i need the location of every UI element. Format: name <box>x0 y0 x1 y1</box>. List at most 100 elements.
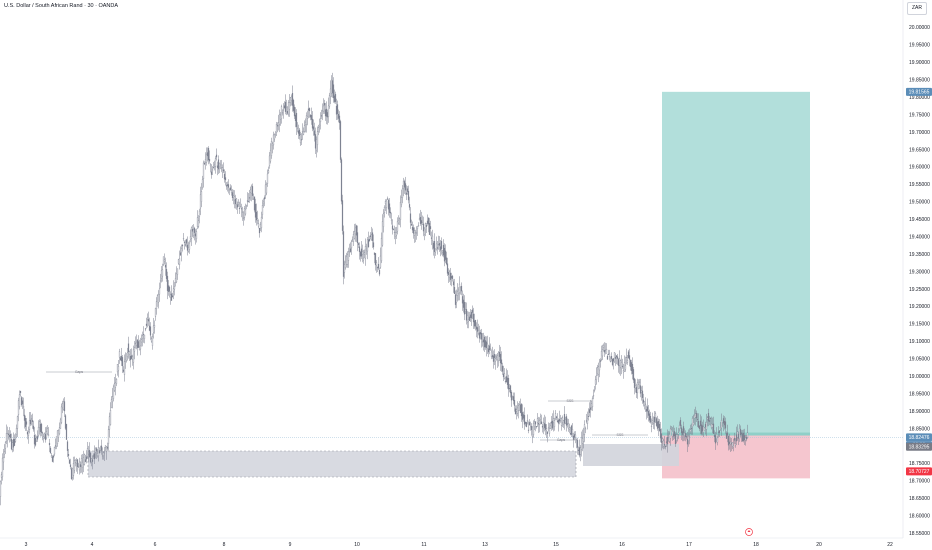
candle <box>98 447 101 454</box>
candle-body <box>437 244 440 246</box>
candle <box>344 255 347 270</box>
candle <box>41 431 44 441</box>
candle-body <box>592 395 595 397</box>
candle <box>448 269 451 282</box>
candle <box>35 435 38 442</box>
candle-body <box>708 420 711 422</box>
candle-body <box>396 221 399 232</box>
y-tick-label: 19.00000 <box>909 374 930 380</box>
candle-body <box>352 234 355 242</box>
candle <box>366 236 369 260</box>
candle-body <box>614 357 617 359</box>
candle <box>113 376 116 393</box>
candle-body <box>257 223 260 227</box>
candle <box>298 127 301 140</box>
candle-body <box>62 401 65 410</box>
candle-body <box>572 435 575 440</box>
candle <box>535 426 538 429</box>
candle <box>561 415 564 428</box>
candle-body <box>728 441 731 444</box>
candle <box>283 101 286 109</box>
candle-body <box>487 348 490 353</box>
candle <box>307 100 310 119</box>
candle-body <box>166 275 169 291</box>
candle-body <box>681 431 684 435</box>
candle <box>430 231 433 246</box>
candle <box>246 192 249 207</box>
candle-body <box>494 358 497 362</box>
candle-body <box>143 334 146 339</box>
candle <box>250 184 253 202</box>
y-tick-label: 18.85000 <box>909 426 930 432</box>
candle <box>585 413 588 424</box>
candle-body <box>95 448 98 451</box>
candle-body <box>298 129 301 136</box>
candle <box>337 109 340 123</box>
candle <box>45 426 48 440</box>
candle-body <box>734 443 737 446</box>
y-axis[interactable]: 20.0000019.9500019.9000019.8500019.80000… <box>909 25 930 537</box>
candle <box>67 448 70 460</box>
candle <box>547 422 550 432</box>
candle-body <box>155 301 158 309</box>
candle-body <box>187 247 190 252</box>
candle <box>177 258 180 265</box>
candle-body <box>146 317 149 320</box>
candle-body <box>603 350 606 353</box>
candle <box>296 122 299 133</box>
candle <box>477 323 480 336</box>
candle-body <box>594 379 597 385</box>
candle-body <box>303 125 306 132</box>
candle-body <box>353 231 356 239</box>
candle-body <box>551 420 554 429</box>
candle-body <box>315 139 318 151</box>
candle-body <box>110 399 113 409</box>
candle <box>192 224 195 239</box>
candle <box>327 97 330 123</box>
candle <box>186 236 189 256</box>
candle-body <box>687 435 690 441</box>
candle <box>481 333 484 347</box>
candle-body <box>405 192 408 195</box>
candle-body <box>505 376 508 383</box>
candle-body <box>342 231 345 277</box>
candle <box>122 366 125 373</box>
candle <box>579 445 582 462</box>
candle-body <box>25 421 28 425</box>
candle <box>427 217 430 233</box>
candle-body <box>573 434 576 438</box>
candle <box>649 411 652 424</box>
candle-body <box>21 400 24 405</box>
candle <box>55 436 58 450</box>
candle <box>423 227 426 241</box>
candle-body <box>329 88 332 97</box>
candle <box>595 367 598 385</box>
candle <box>114 373 117 396</box>
candle-body <box>108 416 111 430</box>
currency-button[interactable]: ZAR <box>907 2 927 15</box>
candle <box>676 433 679 442</box>
candle-body <box>18 394 21 408</box>
replay-icon[interactable] <box>745 528 753 536</box>
candle-body <box>333 95 336 102</box>
candle-body <box>606 355 609 360</box>
candle <box>616 353 619 365</box>
candle <box>724 417 727 434</box>
candle-body <box>12 438 15 448</box>
x-tick-label: 15 <box>553 542 559 548</box>
candle <box>182 233 185 242</box>
candle-body <box>242 217 245 219</box>
x-axis[interactable]: 3 4 6 8 9 10 11 13 15 16 17 18 20 22 <box>25 542 893 548</box>
candle-body <box>655 418 658 426</box>
candle-body <box>674 434 677 445</box>
candle-body <box>629 359 632 368</box>
candle <box>518 401 521 411</box>
candle-body <box>536 418 539 423</box>
candle-body <box>608 353 611 357</box>
candle-body <box>119 357 122 361</box>
candle <box>746 424 749 439</box>
candle <box>493 349 496 366</box>
last-price-tag: 18.82476 <box>909 435 930 441</box>
candle-body <box>706 417 709 420</box>
